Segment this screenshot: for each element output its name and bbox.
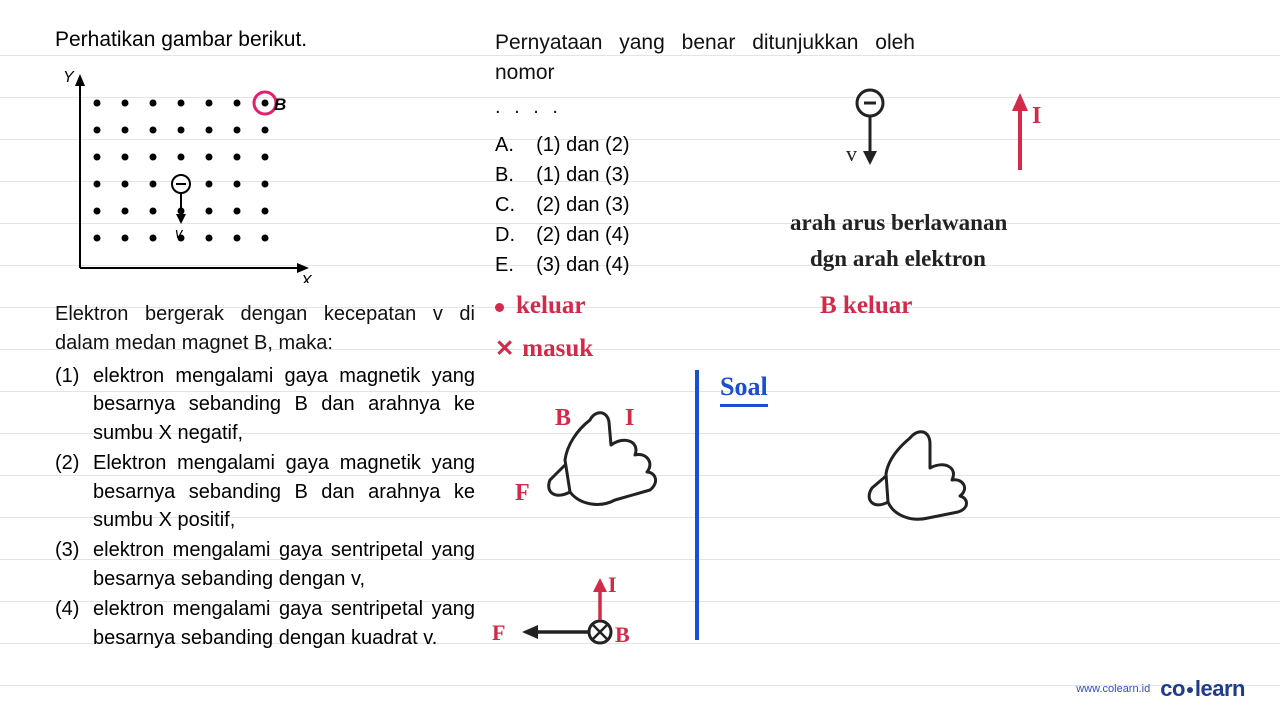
statement-4: (4)elektron mengalami gaya sentripetal y…	[55, 595, 475, 652]
statement-2: (2)Elektron mengalami gaya magnetik yang…	[55, 449, 475, 534]
note-soal: Soal	[720, 372, 768, 407]
note-b-keluar: B keluar	[820, 292, 912, 320]
note-arus-1: arah arus berlawanan	[790, 210, 1007, 236]
B-vec: B	[615, 622, 630, 647]
dot-field-diagram: Y X B v	[55, 68, 315, 283]
statement-1: (1)elektron mengalami gaya magnetik yang…	[55, 362, 475, 447]
cross-icon: ✕	[495, 336, 514, 361]
B-label: B	[274, 95, 286, 114]
statement-3: (3)elektron mengalami gaya sentripetal y…	[55, 536, 475, 593]
electron-velocity-sketch: v	[830, 85, 910, 195]
B-hw: B	[555, 405, 571, 431]
dot-icon	[1187, 687, 1193, 693]
brand-logo: colearn	[1160, 676, 1245, 702]
note-keluar: keluar	[495, 292, 585, 320]
current-arrow-sketch: I	[1000, 85, 1060, 185]
I-vec: I	[608, 572, 617, 597]
divider-line	[695, 370, 699, 640]
problem-title: Perhatikan gambar berikut.	[55, 28, 475, 52]
v-handwritten: v	[846, 141, 857, 166]
right-hand-rule-sketch-right	[830, 420, 1000, 570]
F-vec: F	[492, 620, 505, 645]
y-axis-label: Y	[63, 69, 75, 86]
right-hand-rule-sketch-left: B I F	[495, 400, 675, 570]
note-masuk: ✕masuk	[495, 335, 593, 363]
statements-list: (1)elektron mengalami gaya magnetik yang…	[55, 362, 475, 652]
problem-left-column: Perhatikan gambar berikut. Y X B	[55, 28, 475, 654]
problem-intro: Elektron bergerak dengan kecepatan v di …	[55, 300, 475, 358]
I-label: I	[1032, 103, 1041, 129]
note-arus-2: dgn arah elektron	[810, 246, 986, 272]
vector-diagram-bottom: B I F	[480, 570, 680, 660]
brand-url: www.colearn.id	[1076, 683, 1150, 695]
brand-bar: www.colearn.id colearn	[1076, 676, 1245, 702]
I-hw: I	[625, 405, 634, 431]
answer-prompt: Pernyataan yang benar ditunjukkan oleh n…	[495, 28, 915, 89]
F-hw: F	[515, 480, 530, 506]
x-axis-label: X	[300, 273, 313, 283]
dot-icon	[495, 303, 504, 312]
